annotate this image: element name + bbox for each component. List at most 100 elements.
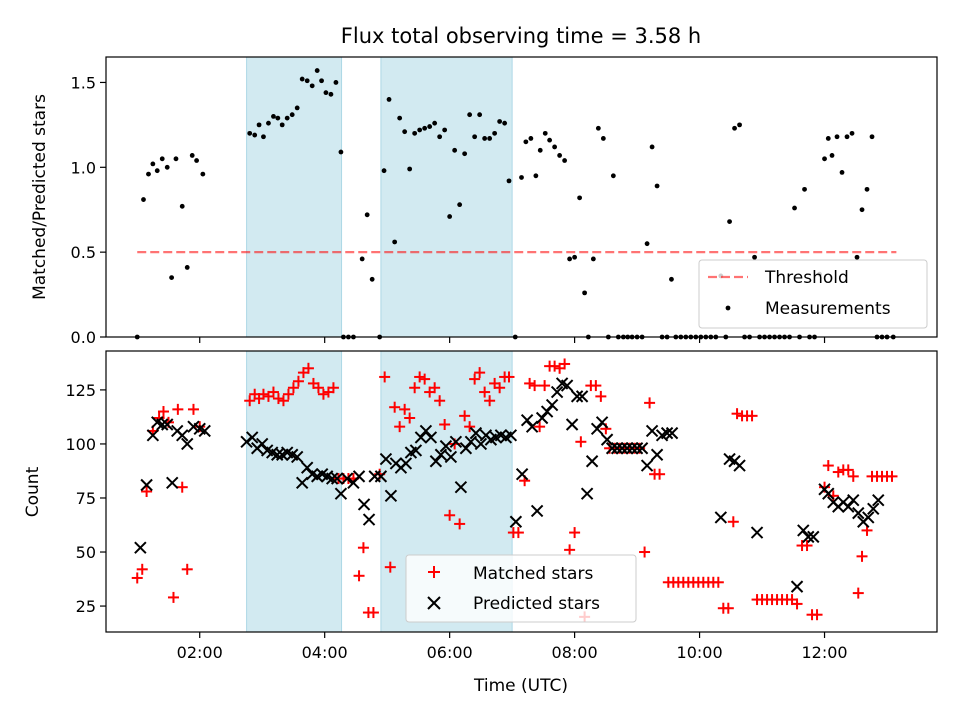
predicted-star-point bbox=[862, 511, 875, 524]
measurement-point bbox=[825, 136, 831, 141]
measurement-point bbox=[752, 254, 757, 260]
measurement-point bbox=[309, 83, 315, 89]
predicted-star-point bbox=[575, 390, 589, 403]
matched-star-point bbox=[494, 382, 506, 394]
measurement-point bbox=[252, 132, 258, 138]
predicted-star-point bbox=[650, 448, 664, 461]
ratio-legend: Threshold Measurements bbox=[698, 259, 928, 329]
matched-star-point bbox=[559, 358, 571, 370]
predicted-star-point bbox=[161, 418, 174, 431]
measurement-point bbox=[462, 151, 468, 157]
predicted-star-point bbox=[399, 457, 413, 470]
count-points bbox=[131, 358, 898, 623]
ratio-y-axis-label: Matched/Predicted stars bbox=[30, 94, 50, 300]
measurement-point bbox=[247, 130, 253, 136]
predicted-star-point bbox=[852, 506, 865, 520]
matched-star-point bbox=[287, 382, 299, 394]
count-y-tick-label: 125 bbox=[65, 381, 96, 400]
x-tick-label: 04:00 bbox=[302, 643, 348, 662]
measurement-point bbox=[822, 156, 827, 162]
measurement-point bbox=[737, 122, 742, 128]
predicted-star-point bbox=[444, 450, 458, 464]
measurement-point bbox=[402, 129, 408, 135]
predicted-star-point bbox=[733, 459, 746, 472]
matched-star-point bbox=[654, 468, 666, 480]
measurement-point bbox=[727, 219, 732, 225]
measurement-point bbox=[417, 127, 423, 133]
matched-star-point bbox=[503, 371, 515, 383]
ratio-y-tick-label: 0.5 bbox=[71, 243, 96, 262]
count-legend: Matched stars Predicted stars bbox=[405, 554, 637, 623]
measurement-point bbox=[314, 68, 320, 73]
measurement-point bbox=[849, 130, 855, 136]
legend-matched-label: Matched stars bbox=[473, 564, 593, 584]
matched-star-point bbox=[176, 481, 188, 493]
count-axes: 25 50 75 100 125 02:00 04:00 06:00 08:00 10:00 12:… bbox=[65, 350, 938, 662]
matched-star-point bbox=[731, 408, 743, 420]
matched-star-point bbox=[832, 466, 844, 478]
matched-star-point bbox=[549, 360, 561, 372]
matched-star-point bbox=[157, 406, 169, 418]
matched-star-point bbox=[524, 377, 536, 389]
matched-star-point bbox=[404, 412, 416, 424]
matched-star-point bbox=[394, 421, 406, 433]
predicted-star-point bbox=[842, 500, 855, 513]
x-tick-label: 08:00 bbox=[552, 643, 598, 662]
measurement-point bbox=[184, 265, 190, 270]
measurement-point bbox=[338, 149, 344, 155]
predicted-star-point bbox=[525, 420, 539, 433]
measurement-point bbox=[169, 275, 175, 281]
legend-predicted-swatch bbox=[427, 596, 441, 610]
predicted-star-point bbox=[439, 439, 453, 453]
measurement-point bbox=[275, 115, 281, 121]
matched-star-point bbox=[389, 401, 401, 413]
measurement-point bbox=[200, 171, 206, 177]
count-plot-frame bbox=[105, 350, 938, 633]
predicted-star-point bbox=[640, 459, 654, 472]
count-y-tick-label: 75 bbox=[76, 489, 96, 508]
predicted-star-point bbox=[414, 431, 428, 444]
matched-star-point bbox=[419, 373, 431, 385]
predicted-star-point bbox=[872, 493, 885, 507]
measurement-point bbox=[179, 203, 185, 209]
matched-star-point bbox=[746, 410, 758, 422]
measurement-point bbox=[289, 112, 295, 118]
matched-star-point bbox=[317, 388, 329, 400]
measurement-point bbox=[407, 166, 413, 172]
count-y-tick-label: 25 bbox=[76, 597, 96, 616]
measurement-point bbox=[328, 91, 334, 97]
predicted-star-point bbox=[464, 435, 478, 448]
predicted-star-point bbox=[595, 416, 609, 429]
matched-star-point bbox=[357, 542, 369, 554]
measurement-point bbox=[533, 173, 539, 179]
measurement-point bbox=[359, 256, 365, 262]
predicted-star-point bbox=[615, 442, 629, 455]
measurement-point bbox=[432, 120, 438, 126]
predicted-star-point bbox=[166, 476, 179, 490]
count-legend-box bbox=[405, 554, 637, 623]
measurement-point bbox=[610, 173, 616, 179]
measurement-point bbox=[437, 134, 443, 140]
measurement-point bbox=[562, 158, 568, 163]
matched-star-point bbox=[429, 382, 441, 394]
measurement-point bbox=[595, 125, 601, 131]
shaded-interval-1 bbox=[246, 56, 343, 338]
matched-star-point bbox=[856, 550, 868, 562]
matched-star-point bbox=[282, 388, 294, 400]
measurement-point bbox=[364, 212, 370, 218]
matched-star-point bbox=[811, 609, 823, 621]
measurement-point bbox=[859, 207, 865, 213]
measurement-point bbox=[582, 290, 588, 296]
count-y-axis-label: Count bbox=[23, 466, 43, 517]
measurement-point bbox=[323, 90, 329, 96]
predicted-star-point bbox=[255, 437, 269, 451]
shaded-interval-2 bbox=[380, 56, 513, 338]
measurement-point bbox=[422, 125, 428, 131]
matched-star-point bbox=[187, 403, 199, 415]
matched-star-point bbox=[181, 563, 193, 575]
measurement-point bbox=[141, 197, 146, 202]
predicted-star-point bbox=[334, 487, 348, 500]
measurement-point bbox=[397, 115, 403, 121]
measurement-point bbox=[266, 120, 271, 126]
